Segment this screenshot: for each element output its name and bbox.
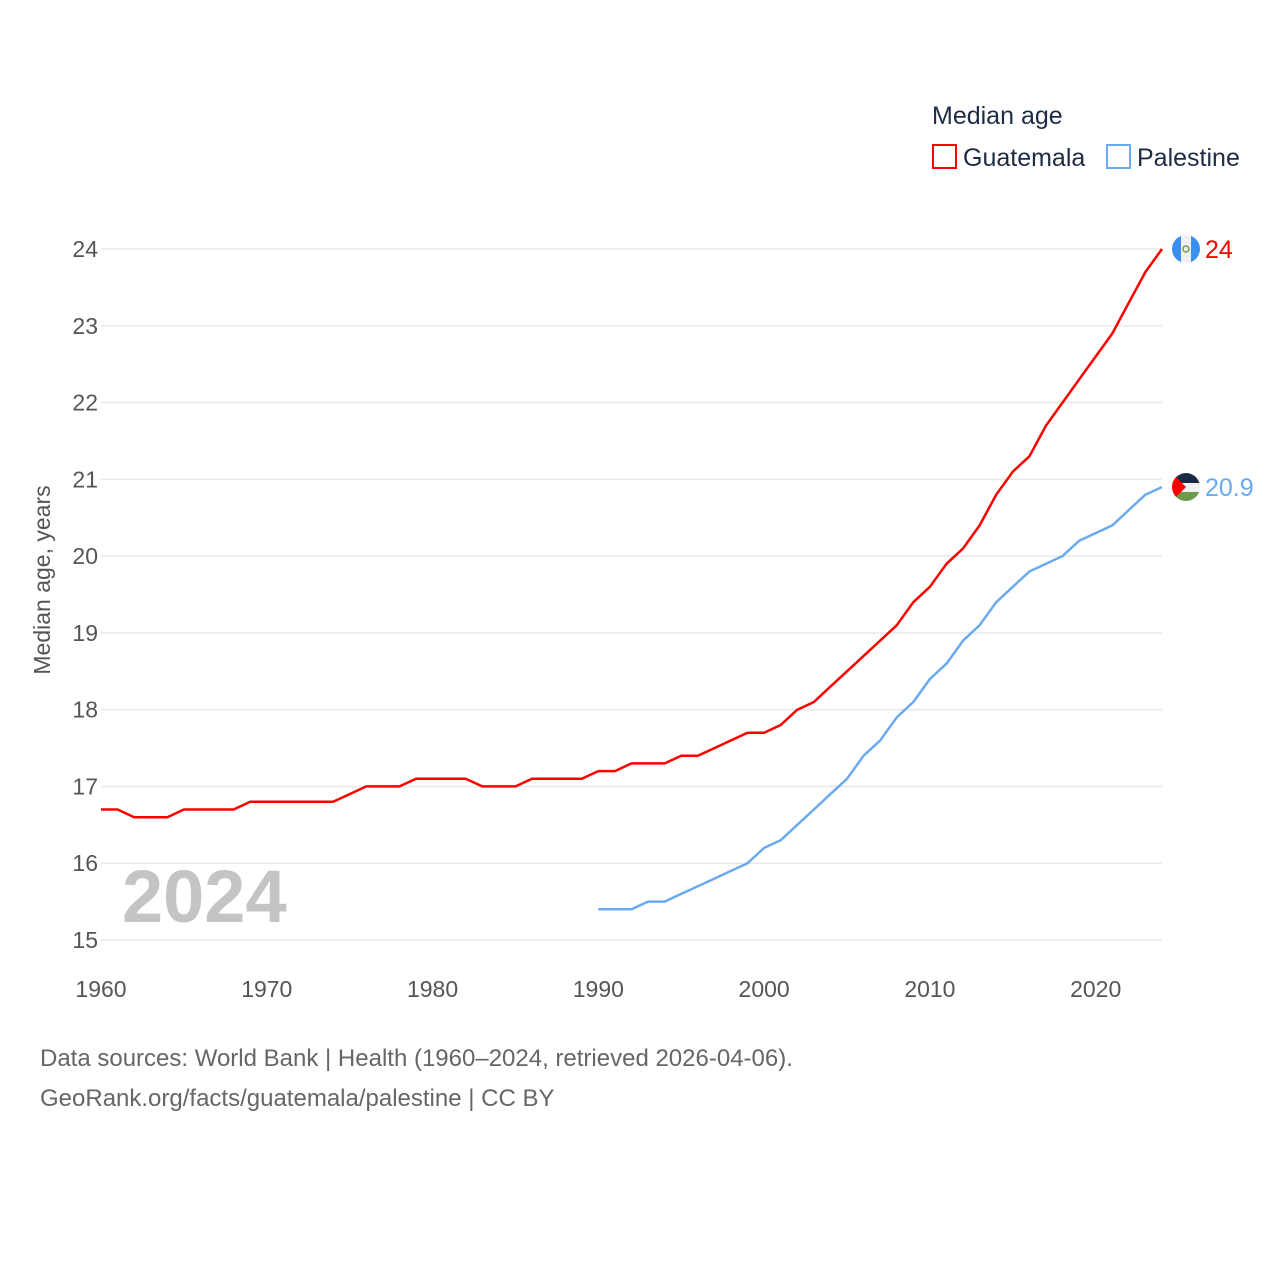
y-tick-label: 23 [72,313,98,339]
data-source-text: Data sources: World Bank | Health (1960–… [40,1045,793,1072]
palestine-flag-icon [1172,473,1200,502]
x-axis-ticks: 1960 1970 1980 1990 2000 2010 2020 [75,976,1121,1002]
attribution-text: GeoRank.org/facts/guatemala/palestine | … [40,1085,555,1112]
y-tick-label: 22 [72,390,98,416]
y-axis-ticks: 15 16 17 18 19 20 21 22 23 24 [72,236,98,953]
y-tick-label: 16 [72,850,98,876]
y-tick-label: 20 [72,543,98,569]
x-tick-label: 1970 [241,976,292,1002]
x-tick-label: 2000 [739,976,790,1002]
end-value-label: 24 [1205,236,1233,264]
x-tick-label: 1990 [573,976,624,1002]
y-tick-label: 18 [72,697,98,723]
x-tick-label: 1960 [75,976,126,1002]
x-tick-label: 1980 [407,976,458,1002]
legend-item-guatemala[interactable]: Guatemala [932,144,1085,172]
guatemala-flag-icon [1172,235,1200,263]
legend-label: Palestine [1137,144,1240,172]
grid-lines [101,248,1162,941]
y-tick-label: 24 [72,236,98,262]
legend-item-palestine[interactable]: Palestine [1106,144,1240,172]
series-line-guatemala [101,248,1164,819]
year-watermark: 2024 [122,855,287,938]
y-axis-label: Median age, years [29,485,55,674]
series-line-palestine [598,485,1163,911]
y-tick-label: 17 [72,773,98,799]
series-lines [101,248,1164,911]
y-tick-label: 15 [72,927,98,953]
x-tick-label: 2010 [904,976,955,1002]
legend-title: Median age [932,102,1063,130]
x-tick-label: 2020 [1070,976,1121,1002]
legend-label: Guatemala [963,144,1085,172]
y-tick-label: 21 [72,466,98,492]
end-value-label: 20.9 [1205,474,1254,502]
y-tick-label: 19 [72,620,98,646]
end-labels: 24 20.9 [1172,235,1254,502]
